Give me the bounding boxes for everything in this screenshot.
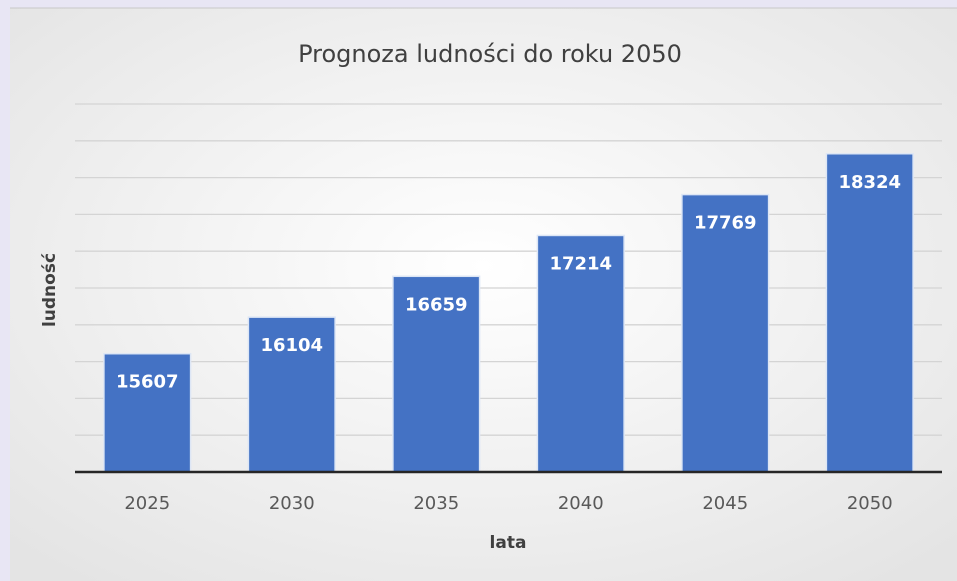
x-axis-title: lata xyxy=(490,533,527,553)
x-tick-label: 2025 xyxy=(124,493,170,514)
value-label: 16104 xyxy=(260,335,323,356)
bar xyxy=(825,153,914,473)
value-label: 18324 xyxy=(838,172,901,193)
bar xyxy=(536,234,625,473)
bar xyxy=(103,352,192,473)
bar xyxy=(247,316,336,473)
x-tick-label: 2050 xyxy=(847,493,893,514)
y-axis-title: ludność xyxy=(40,253,60,327)
bar xyxy=(392,275,481,473)
x-tick-label: 2030 xyxy=(269,493,315,514)
chart-title: Prognoza ludności do roku 2050 xyxy=(298,40,682,68)
value-label: 16659 xyxy=(405,294,468,315)
x-tick-label: 2040 xyxy=(558,493,604,514)
value-label: 15607 xyxy=(116,372,179,393)
x-tick-label: 2045 xyxy=(702,493,748,514)
bar xyxy=(681,193,770,473)
value-label: 17214 xyxy=(549,253,612,274)
x-tick-label: 2035 xyxy=(413,493,459,514)
value-label: 17769 xyxy=(694,213,757,234)
